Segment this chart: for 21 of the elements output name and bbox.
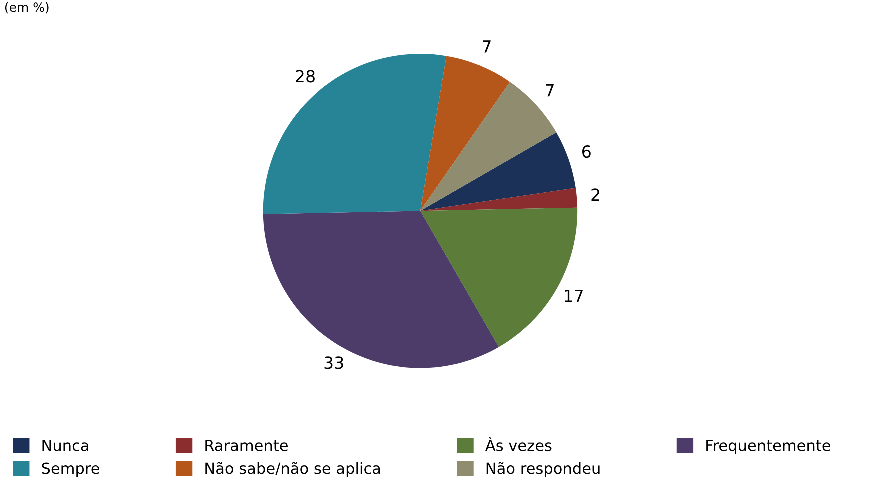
pie-slice [420, 188, 578, 212]
legend-label: Nunca [42, 440, 88, 452]
legend-label: Raramente [206, 440, 288, 452]
pie-slice [420, 82, 557, 212]
legend-label: Não sabe/não se aplica [206, 462, 380, 478]
pie-slice [420, 56, 510, 212]
data-label: 7 [546, 84, 554, 97]
pie-slice [420, 132, 576, 212]
data-label: 2 [592, 188, 600, 202]
data-label: 6 [582, 145, 591, 158]
legend-label: Às vezes [486, 437, 552, 452]
pie-slice [263, 211, 500, 368]
pie-slice [263, 54, 447, 214]
data-label: 7 [483, 40, 491, 53]
data-label: 17 [565, 290, 583, 302]
data-label: 28 [296, 70, 315, 83]
chart-subtitle: (em %) [5, 2, 49, 14]
legend-label: Não respondeu [486, 462, 600, 478]
legend-label: Sempre [42, 462, 100, 478]
legend-label: Frequentemente [706, 440, 830, 454]
data-label: 33 [324, 356, 344, 370]
